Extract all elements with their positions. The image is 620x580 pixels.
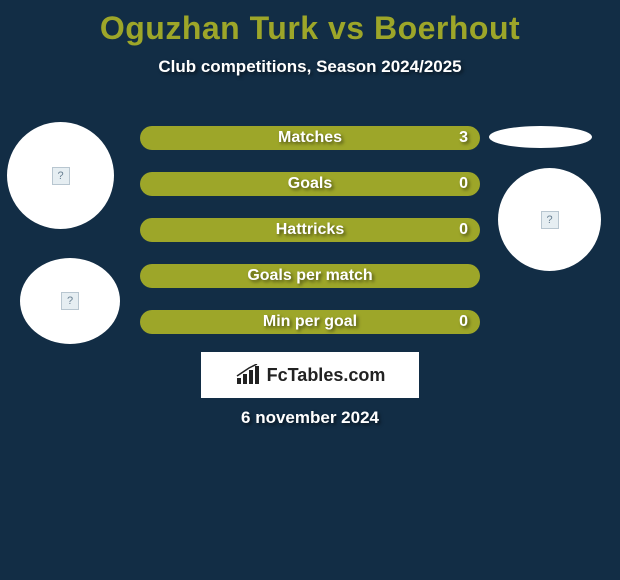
- subtitle-text: Club competitions, Season 2024/2025: [158, 57, 461, 76]
- brand-attribution: FcTables.com: [201, 352, 419, 398]
- stat-label: Min per goal: [263, 313, 357, 331]
- date-text: 6 november 2024: [241, 408, 379, 427]
- stat-label: Hattricks: [276, 221, 344, 239]
- player-photo-left-1: ?: [7, 122, 114, 229]
- stat-label: Goals: [288, 175, 332, 193]
- page-subtitle: Club competitions, Season 2024/2025: [0, 57, 620, 77]
- stat-label: Goals per match: [247, 267, 372, 285]
- brand-text: FcTables.com: [267, 365, 386, 386]
- date-footer: 6 november 2024: [0, 408, 620, 428]
- player-photo-right: ?: [498, 168, 601, 271]
- stat-value: 0: [459, 221, 468, 239]
- stat-row: Goals per match: [140, 264, 480, 288]
- broken-image-icon: ?: [61, 292, 79, 310]
- player-photo-left-2: ?: [20, 258, 120, 344]
- stat-row: Hattricks 0: [140, 218, 480, 242]
- stat-row: Min per goal 0: [140, 310, 480, 334]
- stat-row: Goals 0: [140, 172, 480, 196]
- stat-value: 0: [459, 175, 468, 193]
- stat-value: 0: [459, 313, 468, 331]
- bar-chart-icon: [235, 364, 261, 386]
- title-text: Oguzhan Turk vs Boerhout: [100, 10, 520, 46]
- page-title: Oguzhan Turk vs Boerhout: [0, 0, 620, 47]
- stat-row: Matches 3: [140, 126, 480, 150]
- broken-image-icon: ?: [541, 211, 559, 229]
- decorative-ellipse: [489, 126, 592, 148]
- stat-label: Matches: [278, 129, 342, 147]
- stat-comparison-table: Matches 3 Goals 0 Hattricks 0 Goals per match M…: [140, 126, 480, 356]
- stat-value: 3: [459, 129, 468, 147]
- broken-image-icon: ?: [52, 167, 70, 185]
